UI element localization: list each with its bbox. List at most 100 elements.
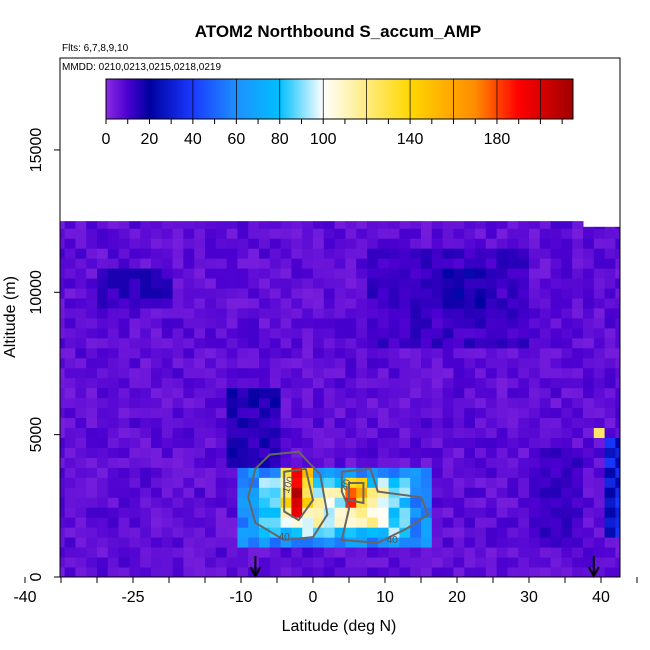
heatmap-cell bbox=[291, 527, 303, 538]
heatmap-cell bbox=[226, 567, 238, 577]
heatmap-cell bbox=[32, 388, 43, 398]
heatmap-cell bbox=[431, 387, 444, 399]
heatmap-cell bbox=[367, 307, 379, 319]
heatmap-cell bbox=[550, 228, 562, 239]
heatmap-cell bbox=[399, 327, 411, 339]
heatmap-cell bbox=[399, 297, 411, 309]
heatmap-cell bbox=[97, 367, 109, 379]
heatmap-cell bbox=[410, 327, 422, 339]
heatmap-cell bbox=[205, 517, 217, 528]
heatmap-cell bbox=[388, 427, 400, 438]
heatmap-cell bbox=[269, 437, 282, 448]
heatmap-cell bbox=[485, 387, 498, 399]
heatmap-cell bbox=[313, 317, 325, 329]
heatmap-cell bbox=[172, 228, 184, 239]
heatmap-cell bbox=[60, 307, 66, 319]
heatmap-cell bbox=[550, 497, 562, 508]
heatmap-cell bbox=[248, 337, 260, 349]
heatmap-cell bbox=[593, 337, 606, 349]
heatmap-cell bbox=[161, 437, 174, 448]
heatmap-cell bbox=[615, 407, 620, 419]
heatmap-cell bbox=[226, 457, 238, 468]
heatmap-cell bbox=[453, 377, 465, 389]
heatmap-cell bbox=[410, 447, 422, 458]
heatmap-cell bbox=[0, 398, 11, 408]
heatmap-cell bbox=[107, 221, 120, 229]
heatmap-cell bbox=[572, 397, 584, 409]
heatmap-cell bbox=[60, 367, 66, 379]
heatmap-cell bbox=[399, 467, 411, 478]
heatmap-cell bbox=[259, 268, 271, 279]
chart-title: ATOM2 Northbound S_accum_AMP bbox=[195, 22, 482, 41]
heatmap-cell bbox=[334, 417, 346, 429]
heatmap-cell bbox=[410, 248, 422, 259]
heatmap-cell bbox=[237, 447, 249, 458]
heatmap-cell bbox=[604, 317, 616, 329]
heatmap-cell bbox=[60, 417, 66, 429]
heatmap-cell bbox=[367, 457, 379, 468]
heatmap-cell bbox=[32, 378, 43, 388]
heatmap-cell bbox=[161, 248, 174, 259]
heatmap-cell bbox=[550, 547, 562, 558]
heatmap-cell bbox=[140, 437, 152, 448]
heatmap-cell bbox=[107, 258, 120, 269]
heatmap-cell bbox=[183, 297, 195, 309]
heatmap-cell bbox=[593, 357, 606, 369]
heatmap-cell bbox=[269, 457, 282, 468]
heatmap-cell bbox=[572, 537, 584, 548]
heatmap-cell bbox=[64, 497, 76, 508]
heatmap-cell bbox=[453, 417, 465, 429]
heatmap-cell bbox=[194, 547, 206, 558]
heatmap-cell bbox=[356, 288, 368, 299]
heatmap-cell bbox=[377, 258, 390, 269]
heatmap-cell bbox=[334, 221, 346, 229]
heatmap-cell bbox=[323, 258, 336, 269]
heatmap-cell bbox=[421, 427, 433, 438]
heatmap-cell bbox=[593, 417, 606, 429]
heatmap-cell bbox=[161, 288, 174, 299]
heatmap-cell bbox=[453, 221, 465, 229]
heatmap-cell bbox=[151, 221, 163, 229]
heatmap-cell bbox=[604, 547, 616, 558]
heatmap-cell bbox=[421, 327, 433, 339]
heatmap-cell bbox=[334, 387, 346, 399]
heatmap-cell bbox=[529, 417, 541, 429]
heatmap-cell bbox=[345, 487, 357, 498]
heatmap-cell bbox=[183, 238, 195, 249]
heatmap-cell bbox=[572, 477, 584, 488]
heatmap-cell bbox=[259, 527, 271, 538]
heatmap-cell bbox=[107, 337, 120, 349]
heatmap-cell bbox=[388, 337, 400, 349]
heatmap-cell bbox=[291, 427, 303, 438]
heatmap-cell bbox=[529, 487, 541, 498]
heatmap-cell bbox=[485, 517, 498, 528]
heatmap-cell bbox=[60, 317, 66, 329]
heatmap-cell bbox=[334, 357, 346, 369]
heatmap-cell bbox=[107, 347, 120, 359]
heatmap-cell bbox=[529, 467, 541, 478]
heatmap-cell bbox=[626, 497, 637, 507]
heatmap-cell bbox=[593, 407, 606, 419]
heatmap-cell bbox=[367, 497, 379, 508]
heatmap-cell bbox=[118, 497, 130, 508]
heatmap-cell bbox=[60, 477, 66, 488]
heatmap-cell bbox=[421, 557, 433, 568]
heatmap-cell bbox=[464, 437, 476, 448]
heatmap-cell bbox=[75, 377, 87, 389]
heatmap-cell bbox=[11, 537, 22, 547]
heatmap-cell bbox=[161, 238, 174, 249]
heatmap-cell bbox=[11, 408, 22, 418]
heatmap-cell bbox=[0, 547, 11, 557]
heatmap-cell bbox=[237, 537, 249, 548]
heatmap-cell bbox=[107, 527, 120, 538]
heatmap-cell bbox=[97, 268, 109, 279]
heatmap-cell bbox=[64, 507, 76, 518]
heatmap-cell bbox=[107, 417, 120, 429]
heatmap-cell bbox=[215, 317, 228, 329]
heatmap-cell bbox=[280, 417, 292, 429]
heatmap-cell bbox=[194, 427, 206, 438]
colorbar-tick-label: 100 bbox=[310, 131, 337, 148]
heatmap-cell bbox=[356, 377, 368, 389]
heatmap-cell bbox=[485, 228, 498, 239]
heatmap-cell bbox=[205, 248, 217, 259]
